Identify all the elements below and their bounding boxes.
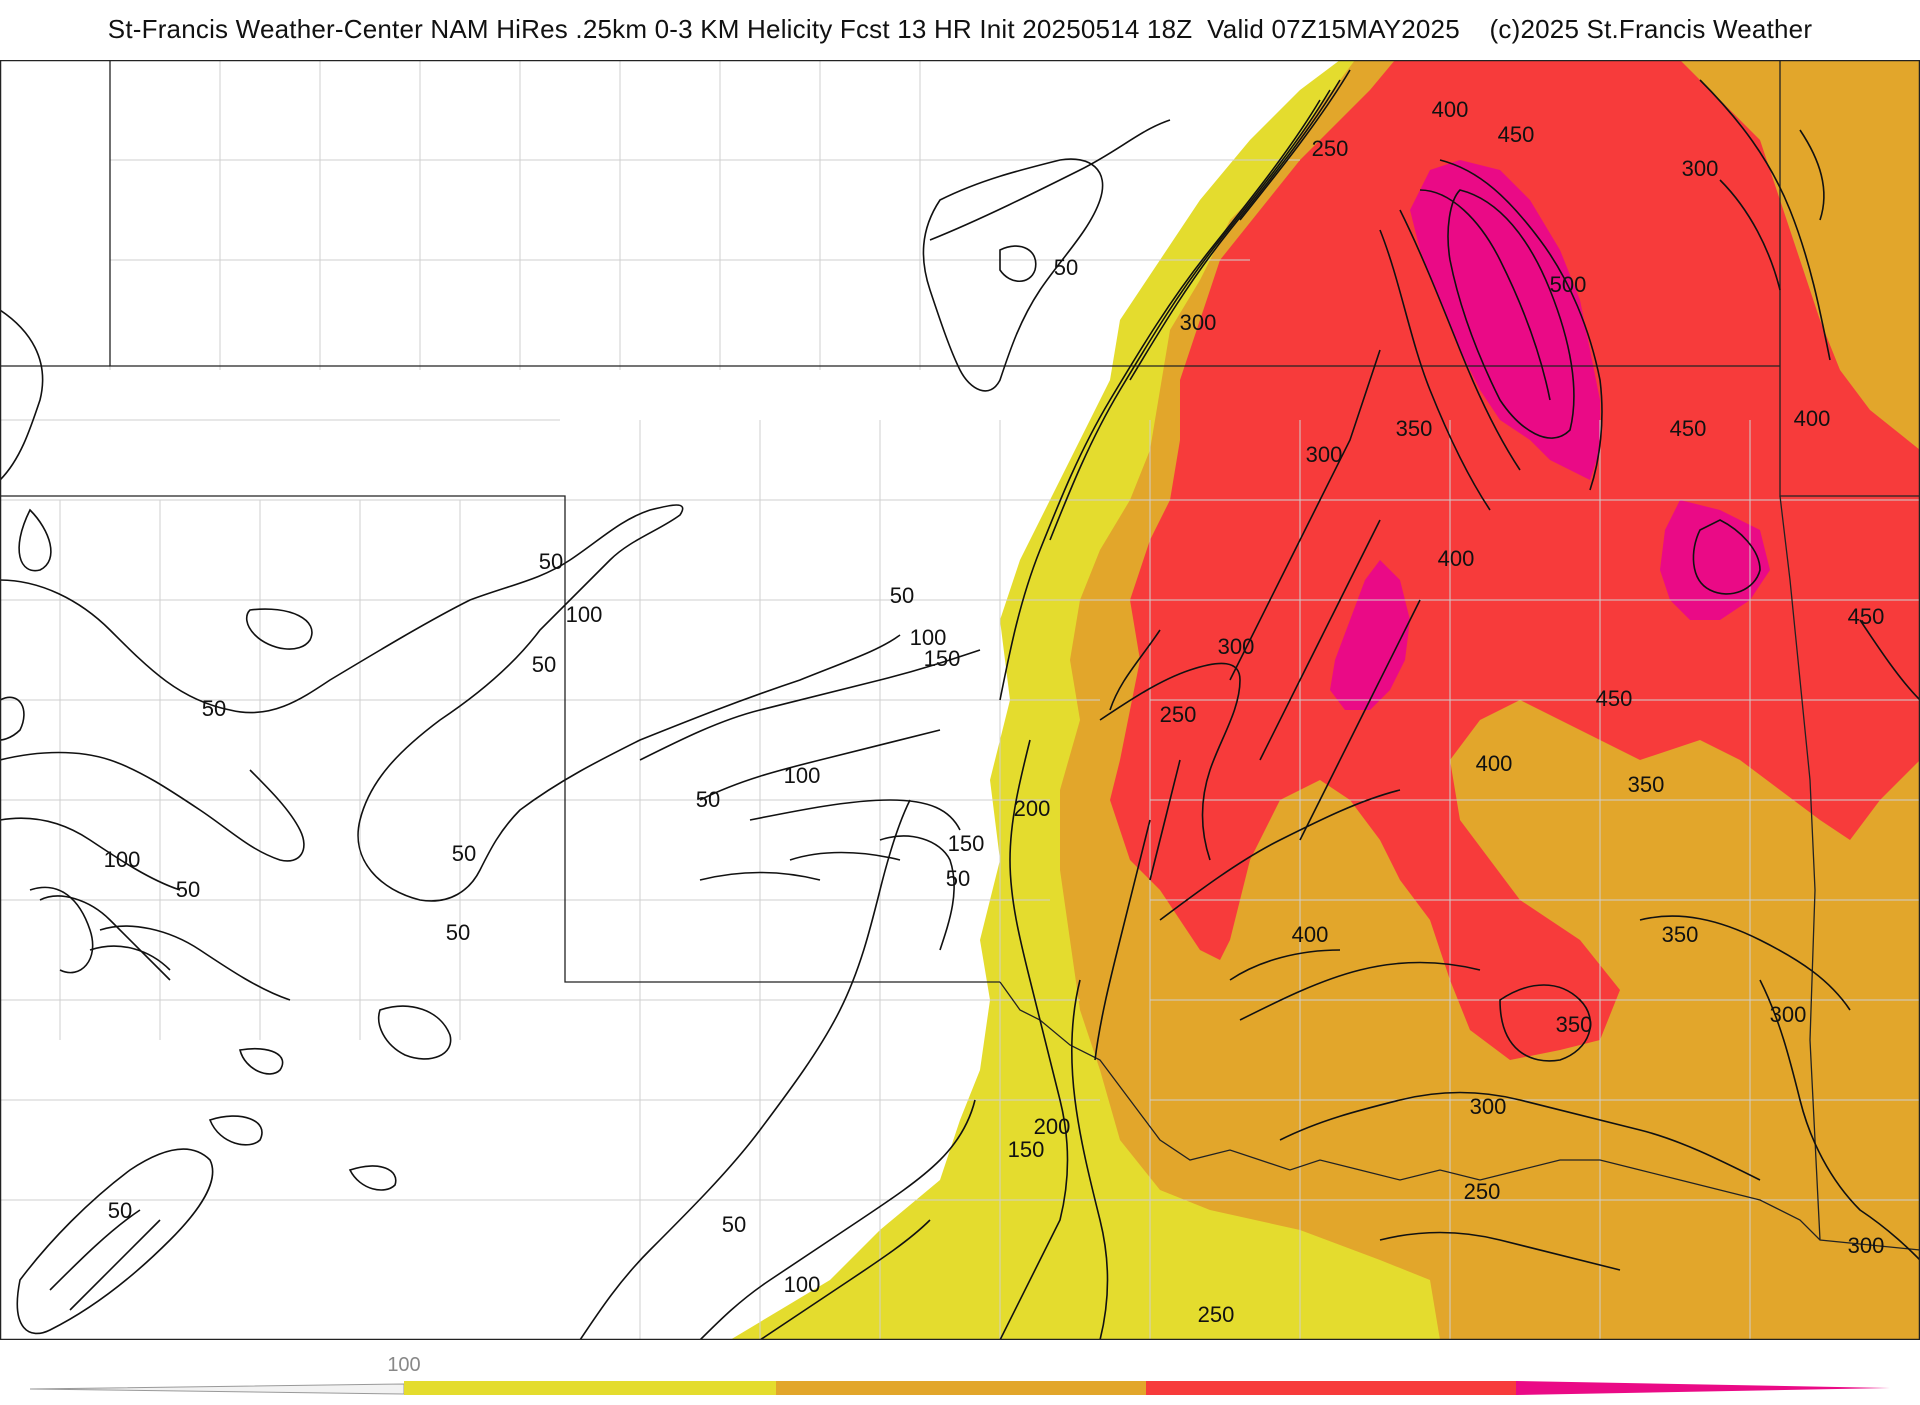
contour-label: 100 bbox=[104, 847, 141, 872]
legend-bin-2 bbox=[776, 1381, 1146, 1395]
contour-label: 400 bbox=[1432, 97, 1469, 122]
contour-label: 500 bbox=[1550, 272, 1587, 297]
color-legend: 100 bbox=[0, 1340, 1920, 1400]
contour-label: 50 bbox=[890, 583, 914, 608]
contour-label: 450 bbox=[1670, 416, 1707, 441]
county-lines bbox=[0, 60, 1920, 1340]
legend-bin-1 bbox=[404, 1381, 776, 1395]
contour-label: 400 bbox=[1292, 922, 1329, 947]
contour-label: 50 bbox=[108, 1198, 132, 1223]
contour-label: 400 bbox=[1438, 546, 1475, 571]
fill-magenta-core bbox=[1410, 160, 1600, 480]
contour-label: 150 bbox=[948, 831, 985, 856]
contour-label: 250 bbox=[1464, 1179, 1501, 1204]
contour-label: 50 bbox=[539, 549, 563, 574]
contour-label: 450 bbox=[1848, 604, 1885, 629]
contour-label: 50 bbox=[696, 787, 720, 812]
contour-label: 300 bbox=[1180, 310, 1217, 335]
contour-label: 200 bbox=[1014, 796, 1051, 821]
contour-label: 150 bbox=[1008, 1137, 1045, 1162]
helicity-map: 250 400 450 300 50 500 300 400 350 300 450 400 50 100… bbox=[0, 60, 1920, 1340]
contour-label: 50 bbox=[446, 920, 470, 945]
fill-magenta-cell-west bbox=[1330, 560, 1410, 710]
contour-label: 300 bbox=[1306, 442, 1343, 467]
contour-label: 300 bbox=[1848, 1233, 1885, 1258]
legend-bin-3 bbox=[1146, 1381, 1516, 1395]
contour-label: 300 bbox=[1218, 634, 1255, 659]
contour-label: 250 bbox=[1198, 1302, 1235, 1327]
contour-label: 50 bbox=[202, 696, 226, 721]
state-boundaries bbox=[0, 60, 1920, 1251]
contour-labels: 250 400 450 300 50 500 300 400 350 300 450 400 50 100… bbox=[104, 97, 1885, 1327]
contour-label: 300 bbox=[1682, 156, 1719, 181]
contour-label: 100 bbox=[566, 602, 603, 627]
contour-label: 250 bbox=[1160, 702, 1197, 727]
map-title: St-Francis Weather-Center NAM HiRes .25k… bbox=[107, 14, 1813, 44]
helicity-contours bbox=[0, 69, 1920, 1340]
contour-label: 50 bbox=[532, 652, 556, 677]
contour-label: 50 bbox=[176, 877, 200, 902]
contour-label: 300 bbox=[1470, 1094, 1507, 1119]
contour-label: 100 bbox=[784, 1272, 821, 1297]
contour-label: 250 bbox=[1312, 136, 1349, 161]
contour-label: 350 bbox=[1396, 416, 1433, 441]
contour-label: 450 bbox=[1596, 686, 1633, 711]
contour-label: 300 bbox=[1770, 1002, 1807, 1027]
legend-high-wedge bbox=[1516, 1381, 1890, 1395]
contour-label: 50 bbox=[722, 1212, 746, 1237]
contour-label: 150 bbox=[924, 646, 961, 671]
contour-label: 50 bbox=[452, 841, 476, 866]
contour-label: 50 bbox=[1054, 255, 1078, 280]
fill-red-band bbox=[1110, 60, 1920, 1060]
contour-label: 100 bbox=[784, 763, 821, 788]
legend-low-wedge bbox=[29, 1383, 405, 1395]
contour-label: 350 bbox=[1556, 1012, 1593, 1037]
contour-label: 450 bbox=[1498, 122, 1535, 147]
contour-label: 400 bbox=[1794, 406, 1831, 431]
legend-tick-label: 100 bbox=[387, 1354, 420, 1376]
contour-label: 350 bbox=[1662, 922, 1699, 947]
contour-label: 50 bbox=[946, 866, 970, 891]
contour-label: 400 bbox=[1476, 751, 1513, 776]
contour-label: 100 bbox=[910, 625, 947, 650]
contour-label: 350 bbox=[1628, 772, 1665, 797]
contour-label: 200 bbox=[1034, 1114, 1071, 1139]
